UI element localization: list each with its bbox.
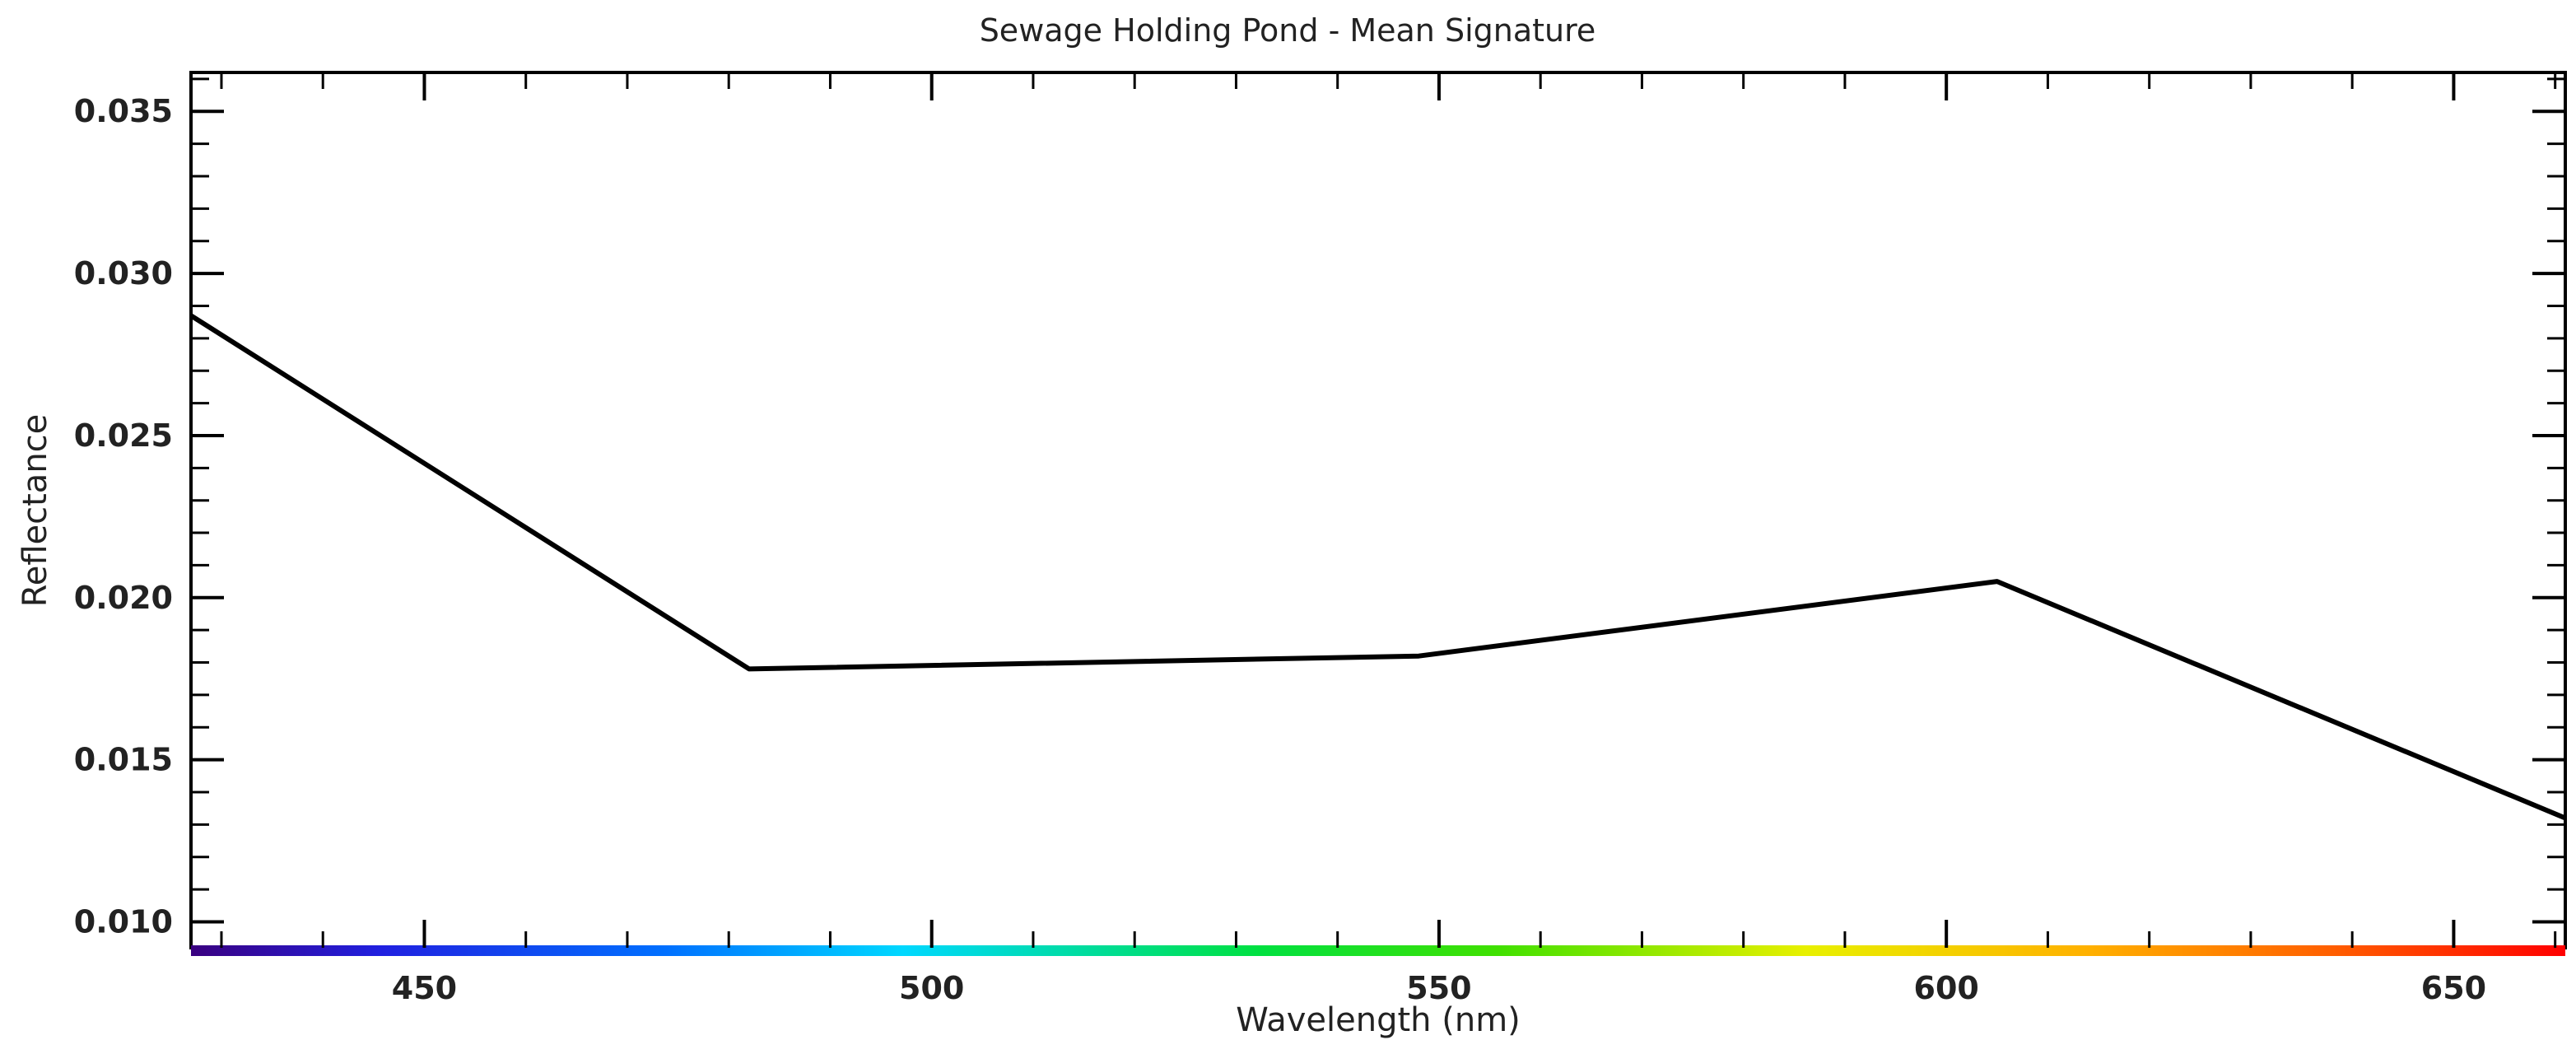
plot-area bbox=[189, 71, 2567, 949]
x-tick-label: 500 bbox=[899, 970, 964, 1006]
y-tick-label: 0.015 bbox=[74, 742, 173, 778]
chart-title: Sewage Holding Pond - Mean Signature bbox=[980, 12, 1596, 49]
y-tick-label: 0.035 bbox=[74, 93, 173, 129]
wavelength-spectrum-bar bbox=[191, 945, 2565, 956]
x-tick-label: 550 bbox=[1406, 970, 1471, 1006]
y-tick-label: 0.010 bbox=[74, 904, 173, 940]
y-tick-label: 0.030 bbox=[74, 255, 173, 291]
minor-ticks bbox=[191, 72, 2565, 948]
x-tick-label: 450 bbox=[392, 970, 457, 1006]
y-tick-label: 0.025 bbox=[74, 417, 173, 454]
x-axis: 450 500 550 600 650 bbox=[392, 72, 2486, 1006]
y-axis-label: Reflectance bbox=[16, 414, 54, 608]
x-tick-label: 650 bbox=[2421, 970, 2486, 1006]
series-points bbox=[190, 315, 2566, 818]
x-axis-label: Wavelength (nm) bbox=[1236, 1001, 1521, 1039]
y-tick-label: 0.020 bbox=[74, 580, 173, 616]
y-axis: 0.010 0.015 0.020 0.025 0.030 0.035 bbox=[74, 93, 2565, 940]
x-tick-label: 600 bbox=[1914, 970, 1979, 1006]
